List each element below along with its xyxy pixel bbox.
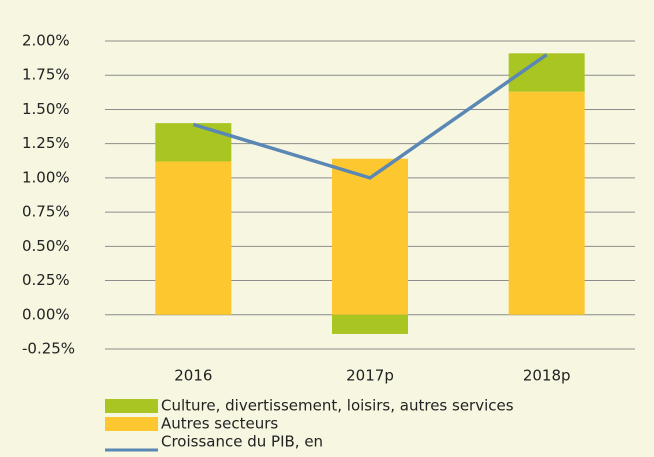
legend-swatch bbox=[105, 399, 158, 413]
y-tick-label: 0.50% bbox=[22, 237, 70, 255]
bar-segment bbox=[508, 91, 585, 315]
y-tick-label: 1.50% bbox=[22, 100, 70, 118]
legend-label: Culture, divertissement, loisirs, autres… bbox=[161, 397, 514, 415]
y-tick-label: 1.25% bbox=[22, 134, 70, 152]
y-tick-label: 1.00% bbox=[22, 168, 70, 186]
bar-segment bbox=[332, 158, 408, 315]
y-tick-label: 0.25% bbox=[22, 271, 70, 289]
legend-label: Autres secteurs bbox=[161, 415, 278, 433]
y-tick-label: 0.00% bbox=[22, 305, 70, 323]
x-tick-label: 2018p bbox=[523, 367, 571, 385]
bar-segment bbox=[155, 123, 232, 162]
line-series bbox=[192, 53, 548, 180]
legend-swatch bbox=[105, 417, 158, 431]
x-tick-label: 2017p bbox=[346, 367, 394, 385]
y-tick-label: 0.75% bbox=[22, 203, 70, 221]
legend-label: Croissance du PIB, en bbox=[161, 433, 323, 451]
y-tick-label: 2.00% bbox=[22, 32, 70, 50]
bar-segment bbox=[332, 314, 408, 334]
y-tick-label: 1.75% bbox=[22, 66, 70, 84]
bar-segment bbox=[155, 161, 232, 315]
x-tick-label: 2016 bbox=[174, 367, 212, 385]
y-tick-label: -0.25% bbox=[22, 340, 75, 358]
